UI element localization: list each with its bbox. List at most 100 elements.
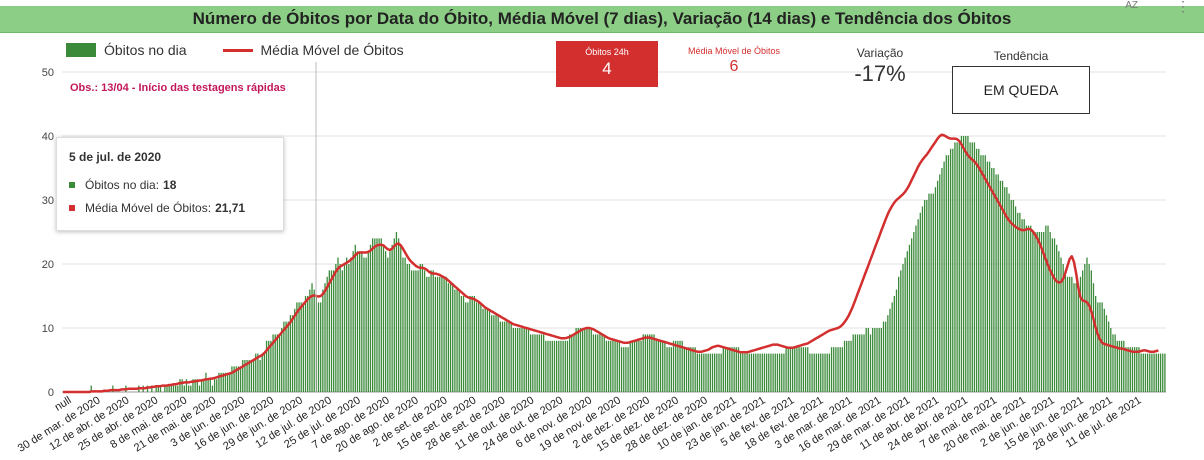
bar[interactable]	[1138, 347, 1140, 392]
bar[interactable]	[986, 161, 989, 392]
bar[interactable]	[965, 136, 967, 392]
bar[interactable]	[629, 340, 631, 392]
bar[interactable]	[335, 264, 337, 392]
bar[interactable]	[1107, 321, 1110, 392]
bar[interactable]	[555, 340, 558, 392]
bar[interactable]	[1162, 353, 1164, 392]
bar[interactable]	[960, 136, 963, 392]
bar[interactable]	[244, 360, 246, 392]
bar[interactable]	[949, 148, 952, 392]
bar[interactable]	[320, 302, 322, 392]
bar[interactable]	[778, 353, 781, 392]
bar[interactable]	[239, 366, 242, 392]
bar[interactable]	[601, 334, 603, 392]
bar[interactable]	[177, 385, 179, 392]
bar[interactable]	[646, 334, 649, 392]
bar[interactable]	[889, 308, 891, 392]
bar[interactable]	[354, 244, 356, 392]
bar[interactable]	[714, 353, 716, 392]
bar[interactable]	[1125, 347, 1127, 392]
bar[interactable]	[486, 308, 489, 392]
bar[interactable]	[1023, 219, 1025, 392]
bar[interactable]	[410, 270, 413, 392]
bar[interactable]	[908, 244, 911, 392]
bar[interactable]	[224, 372, 227, 392]
bar[interactable]	[978, 148, 980, 392]
bar[interactable]	[733, 347, 735, 392]
bar[interactable]	[999, 180, 1002, 392]
bar[interactable]	[739, 353, 742, 392]
bar[interactable]	[982, 155, 984, 392]
bar[interactable]	[876, 328, 878, 392]
bar[interactable]	[376, 238, 378, 392]
bar[interactable]	[268, 340, 270, 392]
bar[interactable]	[672, 340, 675, 392]
bar[interactable]	[815, 353, 818, 392]
bar[interactable]	[1019, 212, 1021, 392]
bar[interactable]	[594, 334, 597, 392]
bar[interactable]	[307, 296, 309, 392]
bar[interactable]	[341, 270, 343, 392]
bar[interactable]	[1105, 315, 1108, 392]
bar[interactable]	[1157, 353, 1160, 392]
bar[interactable]	[1159, 353, 1162, 392]
bar[interactable]	[112, 385, 114, 392]
bar[interactable]	[542, 334, 545, 392]
bar[interactable]	[835, 347, 837, 392]
bar[interactable]	[384, 251, 387, 392]
bar[interactable]	[867, 328, 870, 392]
bar[interactable]	[1017, 212, 1019, 392]
bar[interactable]	[947, 155, 950, 392]
bar[interactable]	[813, 353, 815, 392]
bar[interactable]	[1155, 353, 1157, 392]
bar[interactable]	[997, 174, 999, 392]
bar[interactable]	[781, 353, 783, 392]
bar[interactable]	[586, 328, 588, 392]
bar[interactable]	[822, 353, 824, 392]
bar[interactable]	[497, 315, 499, 392]
bar[interactable]	[839, 347, 841, 392]
bar[interactable]	[397, 238, 400, 392]
bar[interactable]	[688, 347, 690, 392]
bar[interactable]	[900, 270, 902, 392]
bar[interactable]	[512, 328, 514, 392]
bar[interactable]	[519, 328, 521, 392]
bar[interactable]	[638, 340, 640, 392]
bar[interactable]	[536, 334, 538, 392]
bar[interactable]	[783, 353, 785, 392]
bar[interactable]	[967, 136, 969, 392]
bar[interactable]	[735, 347, 737, 392]
bar[interactable]	[380, 238, 382, 392]
bar[interactable]	[231, 366, 233, 392]
bar[interactable]	[1131, 347, 1134, 392]
bar[interactable]	[807, 347, 809, 392]
bar[interactable]	[374, 238, 376, 392]
bar[interactable]	[833, 347, 835, 392]
bar[interactable]	[426, 276, 428, 392]
bar[interactable]	[1144, 353, 1147, 392]
bar[interactable]	[317, 302, 320, 392]
bar[interactable]	[328, 270, 330, 392]
bar[interactable]	[263, 353, 266, 392]
bar[interactable]	[90, 385, 92, 392]
bar[interactable]	[207, 379, 209, 392]
bar[interactable]	[939, 174, 941, 392]
bar[interactable]	[553, 340, 556, 392]
bar[interactable]	[820, 353, 822, 392]
bar[interactable]	[393, 238, 395, 392]
bar[interactable]	[452, 283, 454, 392]
bar[interactable]	[1110, 328, 1112, 392]
bar[interactable]	[746, 353, 748, 392]
bar[interactable]	[592, 334, 595, 392]
bar[interactable]	[545, 340, 547, 392]
bar[interactable]	[917, 219, 919, 392]
bar[interactable]	[633, 340, 636, 392]
bar[interactable]	[750, 353, 753, 392]
bar[interactable]	[1077, 283, 1079, 392]
bar[interactable]	[471, 296, 473, 392]
bar[interactable]	[278, 334, 281, 392]
bar[interactable]	[1040, 232, 1043, 392]
bar[interactable]	[155, 385, 157, 392]
bar[interactable]	[913, 232, 915, 392]
bar[interactable]	[382, 244, 385, 392]
